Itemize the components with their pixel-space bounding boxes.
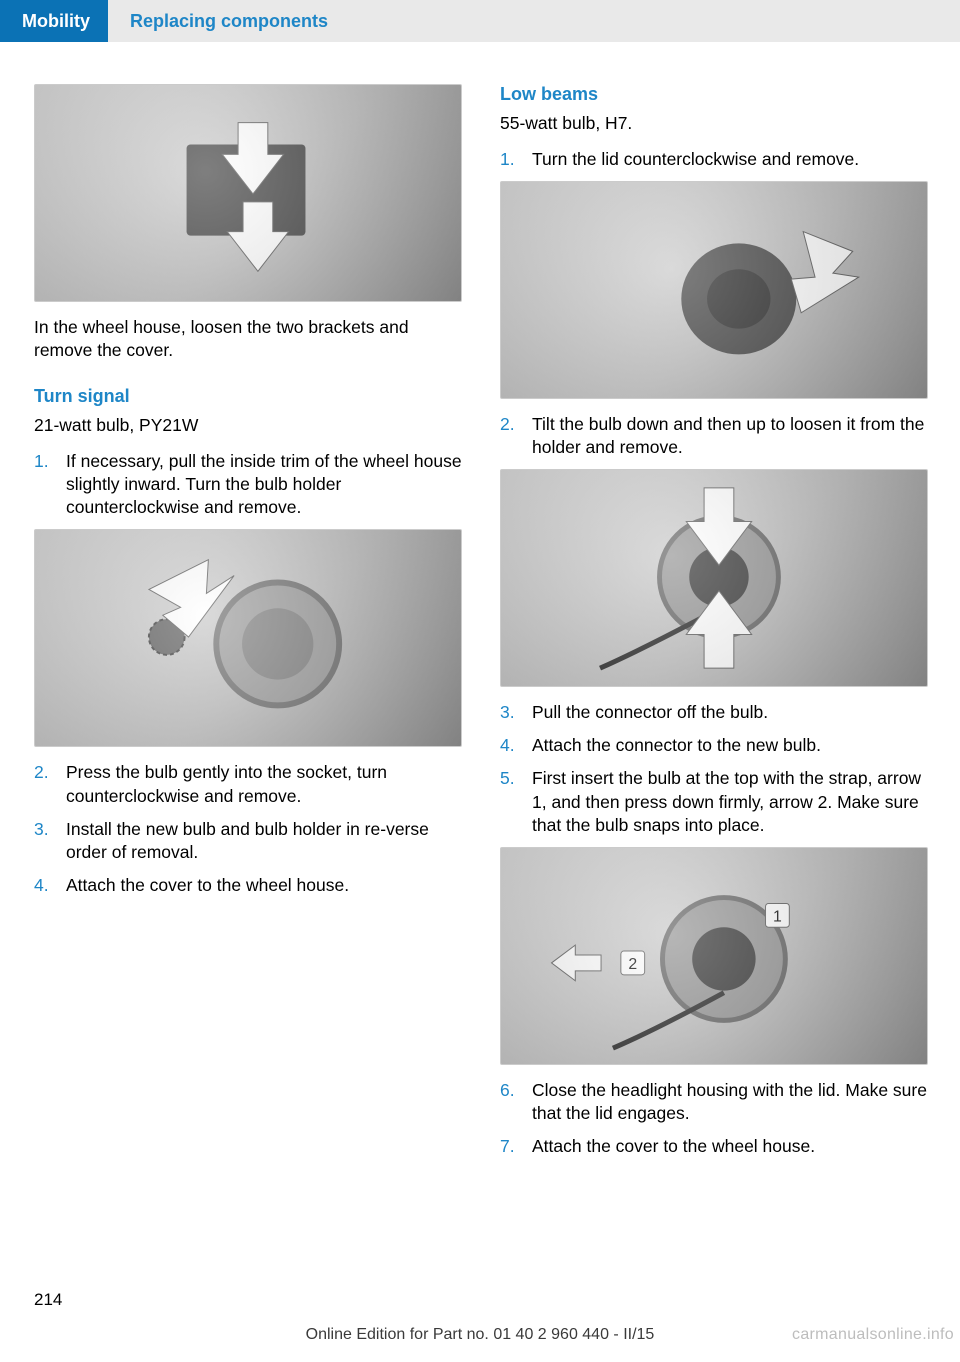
section-heading-low-beams: Low beams: [500, 84, 928, 105]
list-item: 3. Install the new bulb and bulb holder …: [34, 818, 462, 864]
step-text: Attach the connector to the new bulb.: [532, 734, 928, 757]
step-text: Turn the lid counterclockwise and remove…: [532, 148, 928, 171]
figure-wheel-house-cover: [34, 84, 462, 302]
step-text: Attach the cover to the wheel house.: [66, 874, 462, 897]
list-item: 5. First insert the bulb at the top with…: [500, 767, 928, 836]
step-number: 3.: [500, 701, 522, 724]
turn-signal-steps-2: 2. Press the bulb gently into the socket…: [34, 761, 462, 896]
page-number: 214: [34, 1290, 62, 1310]
header-spacer: [350, 0, 960, 42]
bulb-spec-turn-signal: 21-watt bulb, PY21W: [34, 415, 462, 436]
page-header: Mobility Replacing components: [0, 0, 960, 42]
left-column: In the wheel house, loosen the two brack…: [34, 84, 462, 1168]
right-column: Low beams 55-watt bulb, H7. 1. Turn the …: [500, 84, 928, 1168]
two-column-layout: In the wheel house, loosen the two brack…: [0, 84, 960, 1168]
list-item: 7. Attach the cover to the wheel house.: [500, 1135, 928, 1158]
intro-text: In the wheel house, loosen the two brack…: [34, 316, 462, 362]
list-item: 1. Turn the lid counterclockwise and rem…: [500, 148, 928, 171]
step-text: Tilt the bulb down and then up to loosen…: [532, 413, 928, 459]
step-number: 5.: [500, 767, 522, 836]
step-number: 4.: [500, 734, 522, 757]
step-number: 1.: [500, 148, 522, 171]
low-beams-step-1: 1. Turn the lid counterclockwise and rem…: [500, 148, 928, 171]
turn-signal-steps-1: 1. If necessary, pull the inside trim of…: [34, 450, 462, 519]
step-text: Close the headlight housing with the lid…: [532, 1079, 928, 1125]
step-number: 3.: [34, 818, 56, 864]
step-number: 6.: [500, 1079, 522, 1125]
page: Mobility Replacing components In the whe…: [0, 0, 960, 1362]
list-item: 2. Tilt the bulb down and then up to loo…: [500, 413, 928, 459]
list-item: 2. Press the bulb gently into the socket…: [34, 761, 462, 807]
low-beams-steps-6-7: 6. Close the headlight housing with the …: [500, 1079, 928, 1158]
step-text: Press the bulb gently into the socket, t…: [66, 761, 462, 807]
figure-turn-signal-holder: [34, 529, 462, 747]
low-beams-step-2: 2. Tilt the bulb down and then up to loo…: [500, 413, 928, 459]
bulb-spec-low-beams: 55-watt bulb, H7.: [500, 113, 928, 134]
list-item: 3. Pull the connector off the bulb.: [500, 701, 928, 724]
list-item: 6. Close the headlight housing with the …: [500, 1079, 928, 1125]
step-number: 1.: [34, 450, 56, 519]
list-item: 1. If necessary, pull the inside trim of…: [34, 450, 462, 519]
step-text: Pull the connector off the bulb.: [532, 701, 928, 724]
step-number: 2.: [34, 761, 56, 807]
figure-low-beam-tilt: [500, 469, 928, 687]
step-text: If necessary, pull the inside trim of th…: [66, 450, 462, 519]
list-item: 4. Attach the cover to the wheel house.: [34, 874, 462, 897]
step-text: Attach the cover to the wheel house.: [532, 1135, 928, 1158]
figure-low-beam-insert: 1 2: [500, 847, 928, 1065]
header-tab-replacing-components: Replacing components: [108, 0, 350, 42]
step-text: Install the new bulb and bulb holder in …: [66, 818, 462, 864]
low-beams-steps-3-5: 3. Pull the connector off the bulb. 4. A…: [500, 701, 928, 836]
figure-low-beam-lid: [500, 181, 928, 399]
header-tab-mobility: Mobility: [0, 0, 108, 42]
step-number: 2.: [500, 413, 522, 459]
step-number: 4.: [34, 874, 56, 897]
list-item: 4. Attach the connector to the new bulb.: [500, 734, 928, 757]
step-text: First insert the bulb at the top with th…: [532, 767, 928, 836]
watermark-text: carmanualsonline.info: [792, 1326, 954, 1344]
step-number: 7.: [500, 1135, 522, 1158]
section-heading-turn-signal: Turn signal: [34, 386, 462, 407]
